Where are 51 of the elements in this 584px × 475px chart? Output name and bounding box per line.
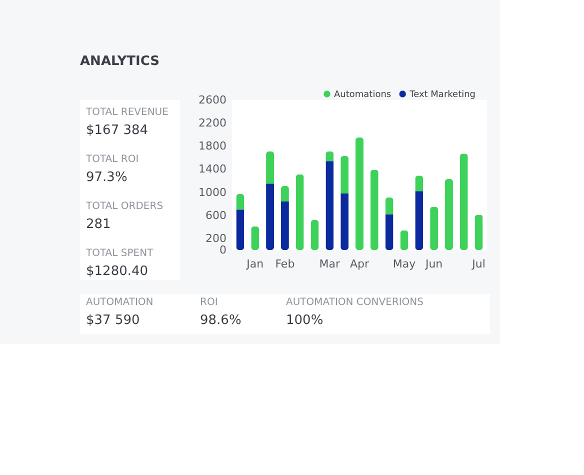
bar (415, 191, 424, 250)
y-tick-label: 1000 (198, 186, 226, 199)
text: ANALYTICS (80, 54, 160, 69)
y-tick-label: 1800 (198, 140, 226, 153)
text: ROI (200, 297, 218, 308)
text: $37 590 (86, 313, 140, 328)
x-tick-label: Feb (275, 258, 295, 270)
x-tick-label: Jul (471, 258, 486, 270)
bar (326, 161, 334, 250)
text: TOTAL REVENUE (85, 107, 168, 118)
bar (310, 220, 319, 250)
text: 98.6% (200, 313, 242, 328)
bar (474, 214, 483, 250)
text: TOTAL ORDERS (85, 201, 164, 212)
legend-label: Automations (334, 90, 392, 100)
text: $167 384 (86, 123, 148, 138)
y-tick-label: 0 (220, 244, 226, 256)
text: 97.3% (86, 170, 128, 185)
bar (280, 202, 289, 250)
y-tick-label: 1400 (198, 162, 226, 176)
x-tick-label: Mar (319, 258, 341, 270)
bar (385, 214, 394, 250)
text: 100% (286, 313, 324, 328)
bar (340, 156, 349, 194)
bar (444, 179, 453, 250)
bar (236, 194, 244, 210)
x-tick-label: Jun (424, 258, 443, 270)
x-tick-label: Apr (350, 258, 370, 270)
y-tick-label: 200 (206, 232, 226, 245)
x-tick-label: Jan (246, 258, 264, 270)
bar (236, 210, 244, 250)
y-tick-label: 2600 (198, 94, 226, 106)
bar (266, 184, 274, 250)
x-tick-label: May (392, 258, 416, 270)
bar (266, 151, 274, 184)
bar (280, 186, 289, 202)
bar (370, 170, 378, 250)
text: TOTAL SPENT (85, 248, 154, 259)
text: TOTAL ROI (85, 154, 139, 165)
bar (356, 138, 364, 250)
bar (340, 193, 349, 250)
text: AUTOMATION CONVERIONS (286, 297, 424, 308)
bar (460, 154, 468, 250)
bar (430, 206, 438, 250)
text: $1280.40 (86, 264, 148, 279)
bar (296, 174, 304, 250)
y-tick-label: 600 (206, 208, 226, 222)
text: 281 (86, 217, 111, 232)
y-tick-label: 2200 (198, 116, 226, 130)
text: AUTOMATION (86, 297, 154, 308)
legend-label: Text Marketing (408, 90, 476, 100)
